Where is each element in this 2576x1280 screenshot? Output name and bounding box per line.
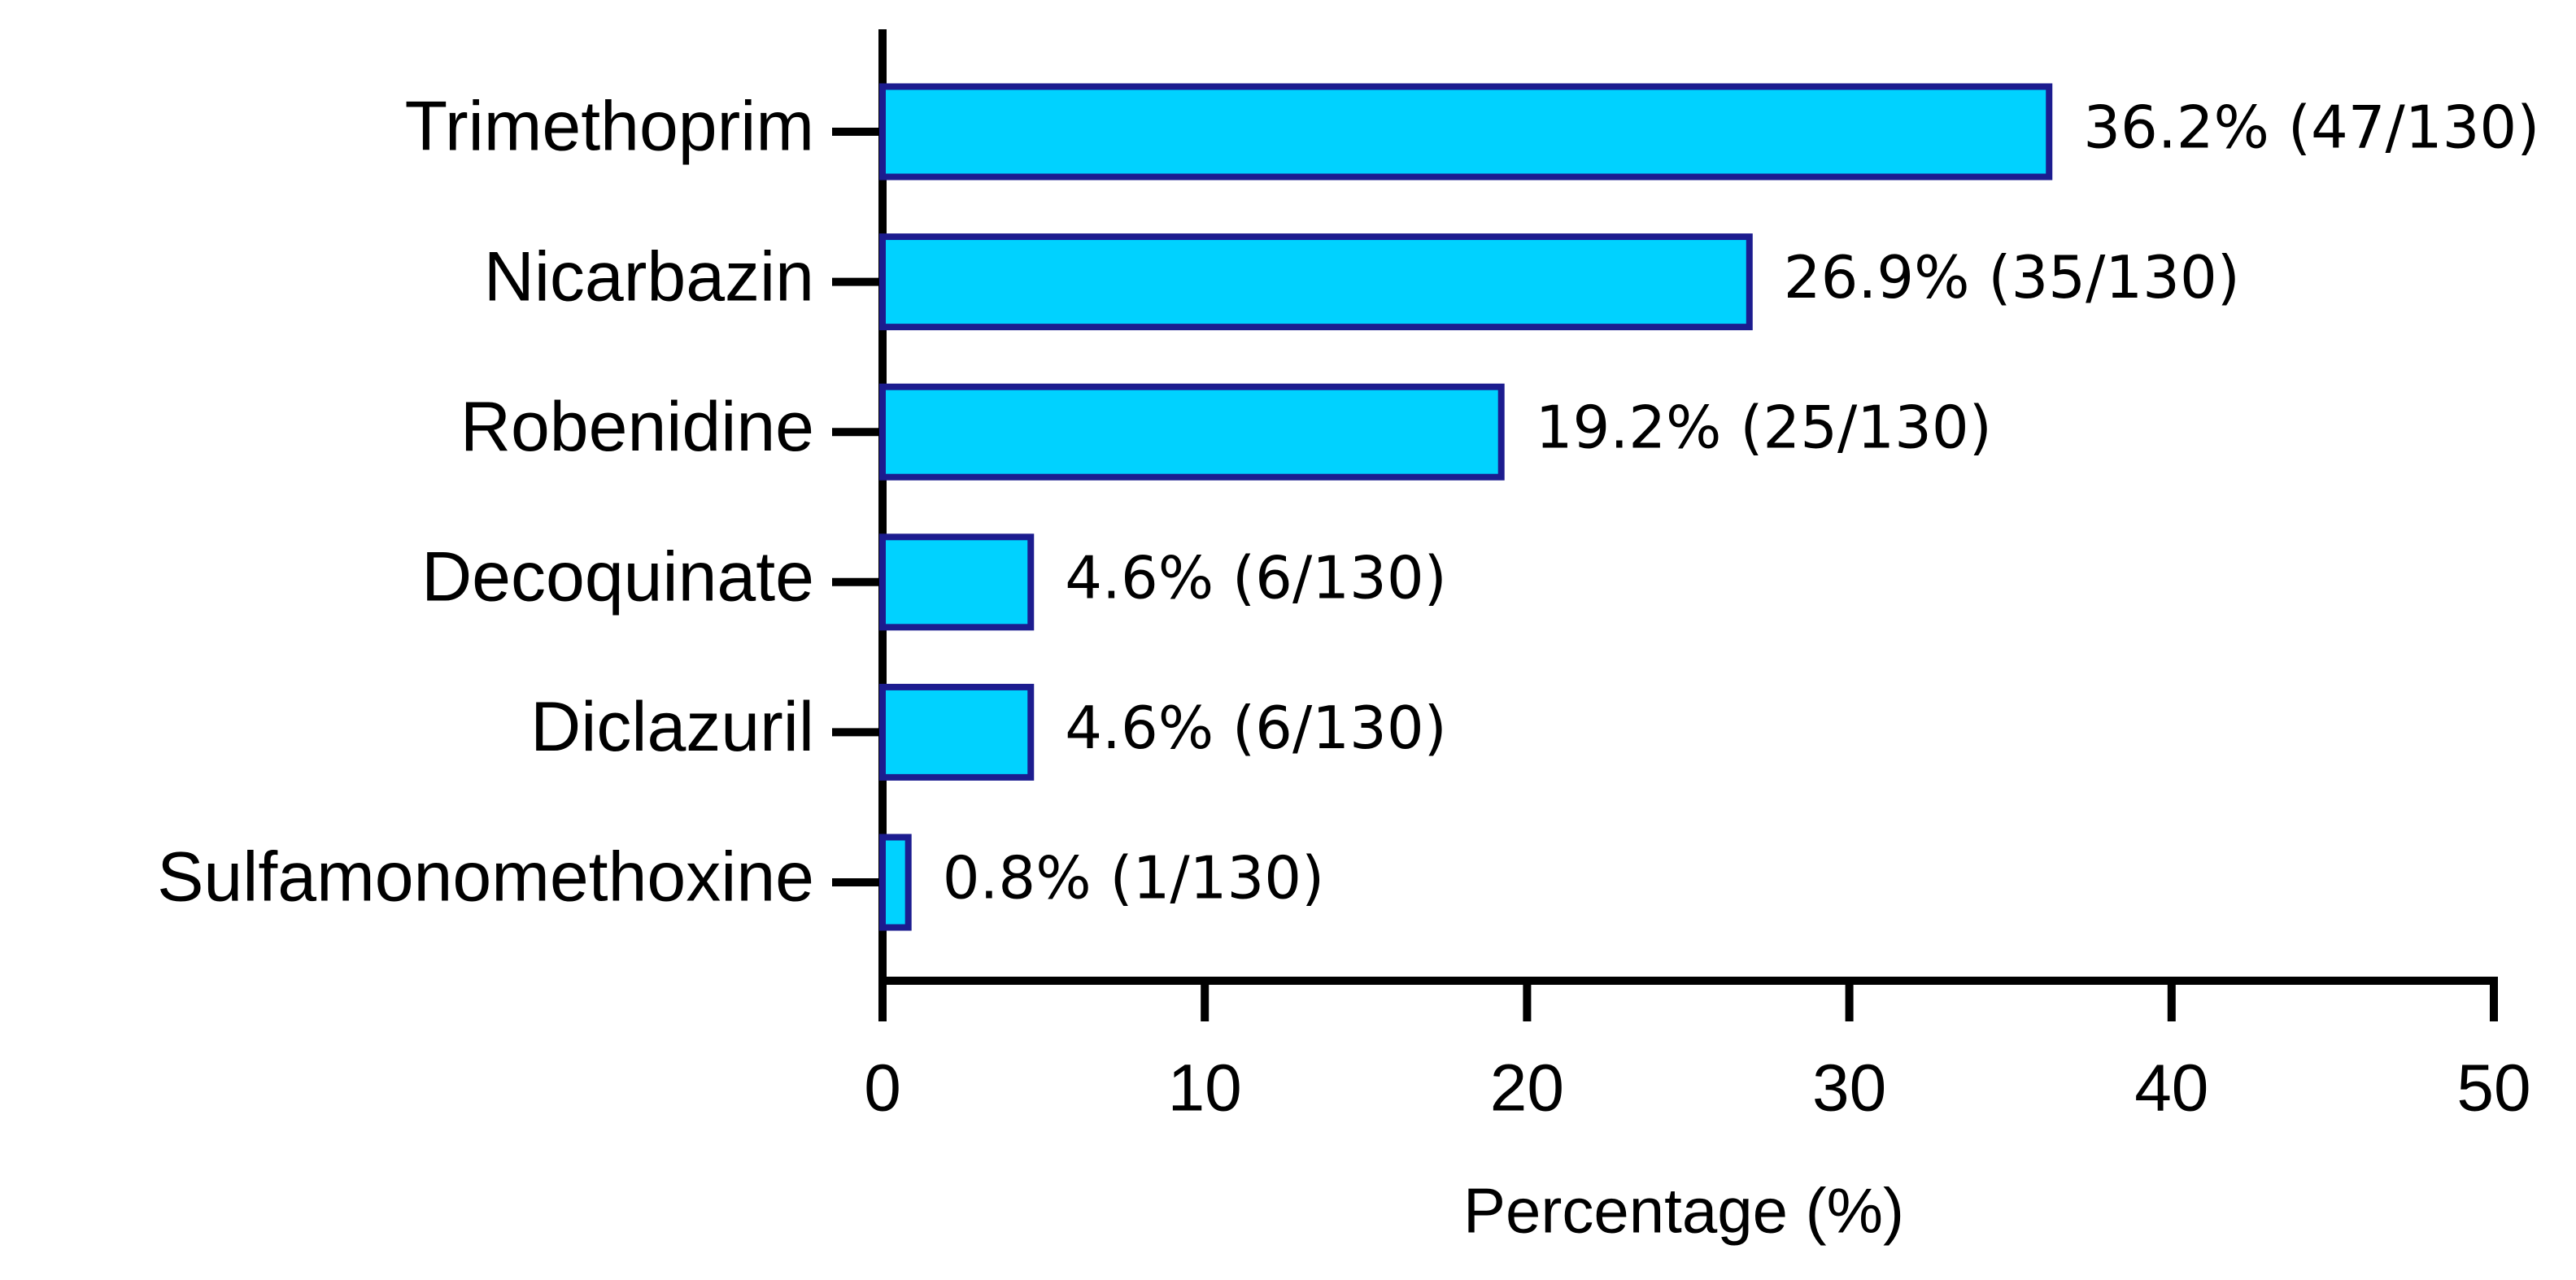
bar: [879, 233, 1753, 331]
x-tick-label: 30: [1812, 1051, 1886, 1125]
x-tick-label: 0: [864, 1051, 901, 1125]
x-tick-label: 40: [2134, 1051, 2208, 1125]
value-label: 19.2% (25/130): [1536, 394, 1992, 462]
x-axis-title: Percentage (%): [1463, 1175, 1904, 1247]
category-label: Robenidine: [460, 388, 814, 466]
category-label: Diclazuril: [530, 688, 814, 766]
bar: [879, 83, 2053, 181]
value-label: 4.6% (6/130): [1065, 694, 1446, 762]
value-label: 0.8% (1/130): [943, 844, 1324, 912]
bar: [879, 383, 1505, 481]
value-label: 36.2% (47/130): [2083, 94, 2539, 162]
category-label: Nicarbazin: [484, 237, 814, 316]
value-label: 26.9% (35/130): [1784, 243, 2240, 311]
category-label: Decoquinate: [421, 538, 814, 616]
x-tick-label: 20: [1490, 1051, 1564, 1125]
bar: [879, 533, 1035, 631]
x-tick-label: 10: [1168, 1051, 1242, 1125]
x-tick-label: 50: [2456, 1051, 2530, 1125]
bar: [879, 683, 1035, 781]
category-label: Sulfamonomethoxine: [157, 838, 814, 916]
category-label: Trimethoprim: [405, 88, 814, 166]
value-label: 4.6% (6/130): [1065, 543, 1446, 612]
bar: [879, 834, 912, 931]
